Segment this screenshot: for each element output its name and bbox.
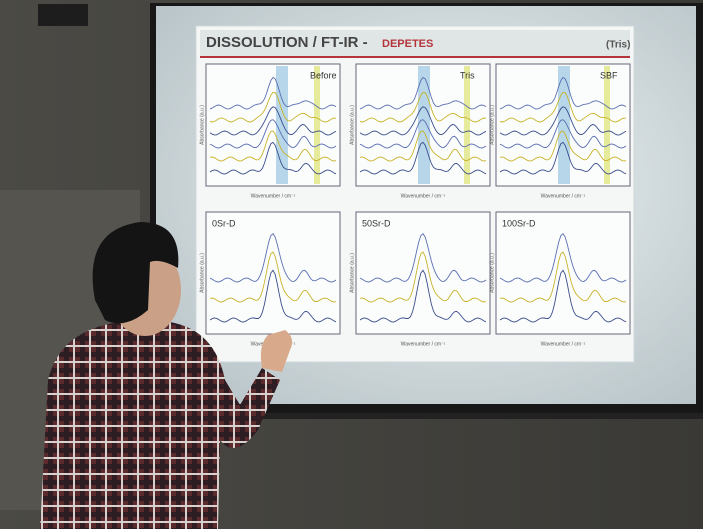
y-axis-label: Absorbance (a.u.): [349, 253, 355, 293]
panel-label: 0Sr-D: [212, 218, 236, 228]
slide-title: DISSOLUTION / FT-IR -: [206, 34, 368, 51]
panel-label: 100Sr-D: [502, 218, 536, 228]
panel-label: 50Sr-D: [362, 218, 391, 228]
x-axis-label: Wavenumber / cm⁻¹: [541, 341, 586, 347]
y-axis-label: Absorbance (a.u.): [199, 105, 205, 145]
speaker: [38, 4, 88, 26]
highlight-band: [314, 66, 320, 184]
slide-subtitle: DEPETES: [382, 38, 433, 50]
y-axis-label: Absorbance (a.u.): [489, 253, 495, 293]
x-axis-label: Wavenumber / cm⁻¹: [251, 193, 296, 199]
spectrum-panel: [206, 212, 340, 334]
x-axis-label: Wavenumber / cm⁻¹: [401, 193, 446, 199]
highlight-band: [276, 66, 288, 184]
highlight-band: [604, 66, 610, 184]
x-axis-label: Wavenumber / cm⁻¹: [401, 341, 446, 347]
panel-label: Before: [310, 70, 337, 80]
y-axis-label: Absorbance (a.u.): [349, 105, 355, 145]
panel-label: Tris: [460, 70, 475, 80]
x-axis-label: Wavenumber / cm⁻¹: [541, 193, 586, 199]
y-axis-label: Absorbance (a.u.): [489, 105, 495, 145]
panel-label: SBF: [600, 70, 618, 80]
spectrum-panel: [496, 212, 630, 334]
highlight-band: [464, 66, 470, 184]
photo: DISSOLUTION / FT-IR - DEPETES (Tris) Bef…: [0, 0, 703, 529]
spectrum-panel: [356, 212, 490, 334]
slide-note: (Tris): [606, 40, 630, 51]
y-axis-label: Absorbance (a.u.): [199, 253, 205, 293]
